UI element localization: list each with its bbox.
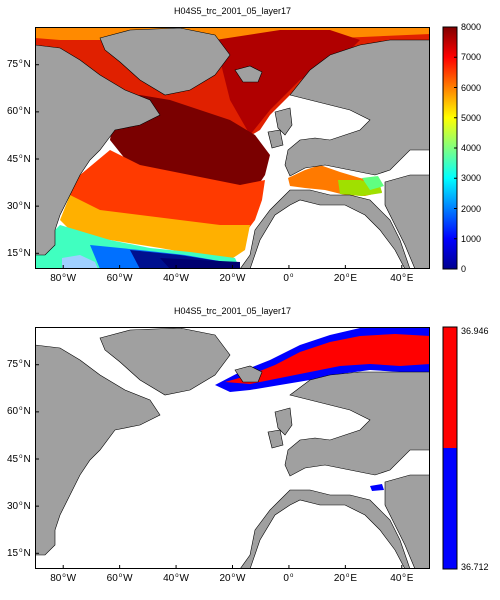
colorbar-tick-label: 36.712: [461, 562, 489, 572]
x-tick-label: 80oW: [50, 573, 77, 584]
y-tick-label: 60oN: [7, 106, 31, 118]
colorbar-tick-label: 6000: [461, 82, 482, 93]
x-tick-label: 20oW: [219, 273, 246, 284]
x-tick-label: 40oE: [390, 573, 414, 584]
chart-title-top: H04S5_trc_2001_05_layer17: [173, 6, 292, 16]
x-tick-label: 40oW: [163, 573, 189, 584]
x-tick-label: 40oW: [163, 273, 189, 284]
chart-title-bottom: H04S5_trc_2001_05_layer17: [173, 306, 292, 316]
x-tick-label: 0o: [283, 573, 294, 584]
landmass-bottom: [35, 327, 430, 569]
y-tick-label: 15oN: [7, 247, 31, 259]
tracer-field-bottom: [215, 327, 430, 491]
colorbar-tick-label: 8000: [461, 22, 482, 32]
y-tick-label: 30oN: [7, 200, 31, 212]
colorbar-tick-label: 7000: [461, 52, 482, 63]
y-tick-label: 45oN: [7, 153, 31, 165]
y-tick-label: 75oN: [7, 59, 31, 71]
x-tick-label: 0o: [283, 273, 294, 284]
x-tick-label: 60oW: [106, 273, 133, 284]
colorbar-tick-label: 5000: [461, 112, 482, 123]
colorbar-tick-label: 2000: [461, 203, 482, 214]
colorbar-tick-label: 0: [461, 264, 467, 274]
colorbar-tick-label: 1000: [461, 233, 482, 244]
colorbar-tick-label: 36.946: [461, 326, 489, 336]
x-tick-label: 20oE: [333, 273, 357, 284]
y-tick-label: 60oN: [7, 406, 31, 418]
colorbar-tick-label: 3000: [461, 173, 482, 184]
bottom-map: [35, 327, 430, 569]
x-tick-label: 20oE: [333, 573, 357, 584]
landmass-top: [35, 27, 430, 269]
x-tick-label: 40oE: [390, 273, 414, 284]
x-tick-label: 20oW: [219, 573, 246, 584]
colorbar-tick-label: 4000: [461, 143, 482, 153]
colorbar-bottom: [442, 326, 458, 570]
y-tick-label: 75oN: [7, 359, 31, 371]
x-tick-label: 60oW: [106, 573, 133, 584]
y-tick-label: 30oN: [7, 500, 31, 512]
top-map: [35, 27, 430, 269]
y-tick-label: 15oN: [7, 547, 31, 559]
x-tick-label: 80oW: [50, 273, 77, 284]
axes-frame-top: [35, 27, 430, 269]
axes-frame-bottom: [35, 327, 430, 569]
y-tick-label: 45oN: [7, 453, 31, 465]
